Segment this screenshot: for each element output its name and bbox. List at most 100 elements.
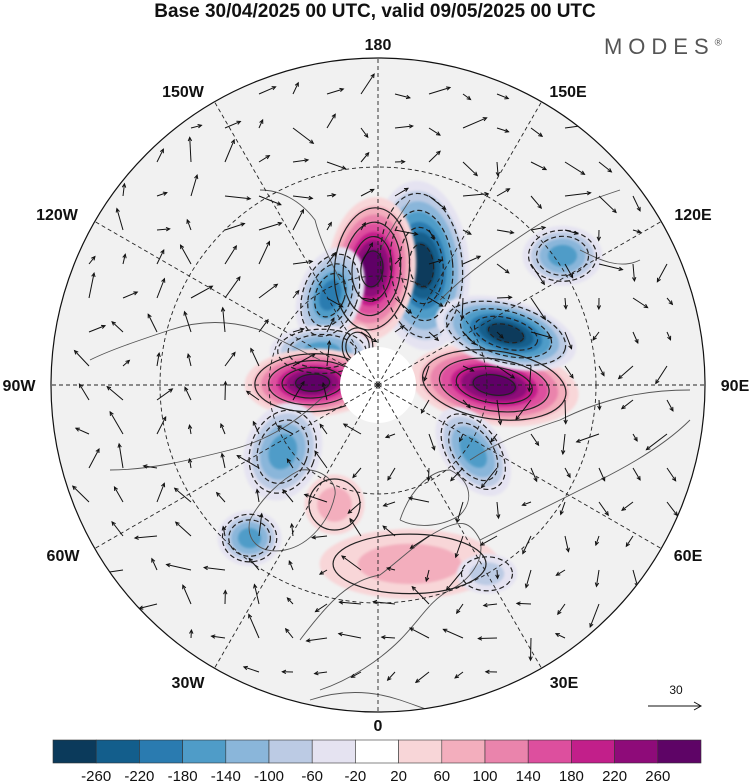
height-contour	[256, 419, 310, 484]
coastline-greenland	[248, 469, 336, 552]
wind-vector	[530, 263, 545, 286]
wind-vector	[313, 671, 328, 676]
wind-vector	[117, 442, 124, 469]
wind-vector	[496, 365, 516, 379]
lon-label-120w: 120W	[36, 207, 79, 224]
wind-vector	[337, 632, 362, 639]
height-contour	[351, 235, 393, 302]
wind-vector	[292, 259, 314, 265]
wind-vector	[598, 365, 605, 377]
colorbar-swatch	[182, 739, 227, 764]
lon-label-150w: 150W	[162, 84, 205, 101]
lon-label-90e: 90E	[721, 378, 750, 395]
height-contour	[421, 349, 567, 421]
wind-vector	[462, 255, 482, 265]
wind-vector	[122, 291, 139, 299]
wind-vector	[598, 263, 624, 271]
wind-vector	[242, 665, 260, 673]
anomaly-east-asia-low-contours	[445, 300, 567, 366]
wind-vector	[352, 467, 362, 479]
colorbar-tick-label: -180	[168, 768, 198, 783]
wind-vector	[190, 173, 199, 197]
wind-vector	[142, 464, 158, 469]
wind-vector	[151, 557, 158, 571]
wind-vector	[258, 86, 277, 95]
wind-vector	[326, 87, 345, 95]
wind-vector	[632, 297, 649, 309]
colorbar-tick-label: -140	[211, 768, 241, 783]
wind-vector	[575, 433, 600, 443]
anomaly-atlantic-low-contours	[221, 513, 278, 563]
wind-vector	[282, 488, 294, 503]
wind-vector	[394, 187, 409, 197]
wind-vector	[480, 467, 498, 489]
wind-vector	[496, 93, 510, 100]
wind-vector	[284, 627, 294, 639]
meridian-line	[214, 101, 379, 386]
wind-vector	[121, 182, 127, 197]
lon-label-60e: 60E	[674, 548, 703, 565]
wind-vector	[564, 467, 571, 479]
coastline-alaska	[259, 189, 411, 281]
wind-vector	[258, 240, 271, 265]
wind-vector	[71, 485, 90, 503]
height-contour	[438, 357, 550, 413]
meridian-line	[94, 221, 379, 386]
anomaly-china-low	[522, 225, 603, 286]
height-contour	[459, 308, 553, 359]
height-contour	[535, 235, 590, 276]
wind-vector	[387, 467, 396, 481]
wind-vector	[442, 628, 464, 639]
wind-vector	[632, 467, 641, 481]
wind-vector	[555, 569, 566, 576]
wind-vector	[594, 535, 600, 547]
wind-vector	[496, 229, 515, 235]
wind-vector	[564, 535, 570, 553]
colorbar-swatch	[268, 739, 313, 764]
wind-vector	[530, 225, 547, 231]
wind-vector	[496, 331, 504, 339]
wind-vector	[428, 433, 436, 451]
height-contour	[360, 250, 384, 288]
wind-vector	[224, 275, 241, 299]
wind-vector	[496, 399, 503, 426]
wind-vector	[428, 150, 441, 163]
lon-label-60w: 60W	[47, 548, 81, 565]
colorbar-swatch	[139, 739, 183, 764]
wind-vector	[598, 161, 613, 173]
height-contour	[460, 556, 514, 592]
height-contour	[228, 519, 271, 557]
wind-vector	[666, 467, 677, 482]
wind-vector	[360, 188, 375, 197]
wind-vector	[527, 365, 532, 393]
wind-vector	[632, 229, 642, 234]
wind-vector	[258, 283, 279, 299]
wind-vector	[655, 365, 668, 385]
wind-vector	[360, 242, 374, 265]
wind-vector	[156, 416, 167, 435]
wind-vector	[428, 229, 435, 241]
wind-vector	[598, 501, 609, 517]
wind-vector	[564, 365, 574, 379]
wind-vector	[596, 229, 601, 242]
wind-vector	[115, 207, 124, 231]
wind-vector	[411, 585, 430, 605]
wind-vector	[258, 221, 283, 231]
wind-vector	[462, 117, 488, 129]
height-contour	[332, 533, 487, 595]
wind-vector	[156, 226, 171, 232]
wind-vector	[111, 320, 124, 333]
wind-vector	[632, 433, 638, 442]
height-contour	[333, 207, 411, 331]
wind-vector	[394, 159, 406, 164]
wind-vector	[215, 491, 226, 503]
wind-vector	[409, 535, 430, 549]
wind-vector	[479, 535, 498, 546]
wind-vector	[224, 245, 237, 265]
wind-vector	[292, 81, 299, 95]
anomaly-greenland-low-contours	[248, 409, 318, 494]
wind-vector	[530, 195, 543, 210]
height-contour	[527, 229, 598, 282]
wind-vector	[495, 569, 500, 580]
wind-vector	[321, 381, 328, 401]
